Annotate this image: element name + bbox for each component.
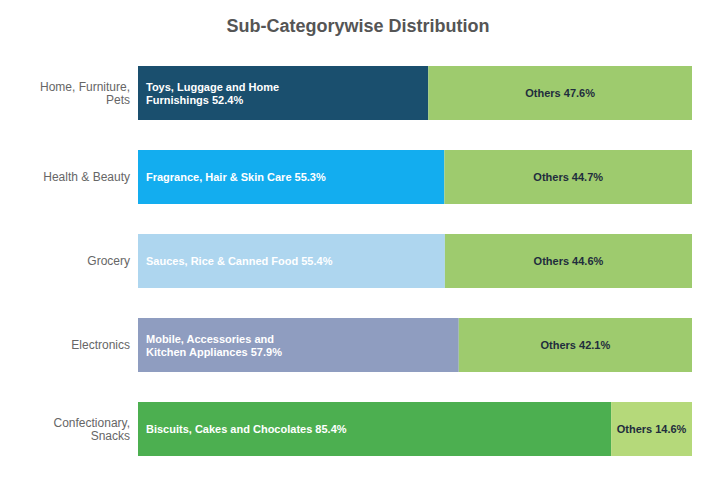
svg-text:Others 14.6%: Others 14.6% — [617, 423, 687, 435]
svg-text:Home, Furniture,Pets: Home, Furniture,Pets — [40, 80, 130, 107]
svg-text:Others 44.7%: Others 44.7% — [533, 171, 603, 183]
svg-text:Sauces, Rice & Canned Food 55.: Sauces, Rice & Canned Food 55.4% — [146, 255, 333, 267]
svg-text:Confectionary,Snacks: Confectionary,Snacks — [54, 416, 130, 443]
svg-text:Others 42.1%: Others 42.1% — [541, 339, 611, 351]
svg-text:Grocery: Grocery — [87, 254, 130, 268]
svg-text:Others 44.6%: Others 44.6% — [534, 255, 604, 267]
svg-text:Mobile, Accessories andKitchen: Mobile, Accessories andKitchen Appliance… — [146, 333, 282, 358]
svg-text:Biscuits, Cakes and Chocolates: Biscuits, Cakes and Chocolates 85.4% — [146, 423, 347, 435]
svg-text:Health & Beauty: Health & Beauty — [43, 170, 130, 184]
svg-text:Others 47.6%: Others 47.6% — [525, 87, 595, 99]
svg-text:Electronics: Electronics — [71, 338, 130, 352]
svg-text:Fragrance, Hair & Skin Care 55: Fragrance, Hair & Skin Care 55.3% — [146, 171, 326, 183]
html-text:Sub-Categorywise Distribution: Sub-Categorywise Distribution — [226, 16, 490, 36]
svg-text:Toys, Luggage and HomeFurnishi: Toys, Luggage and HomeFurnishings 52.4% — [146, 81, 279, 106]
